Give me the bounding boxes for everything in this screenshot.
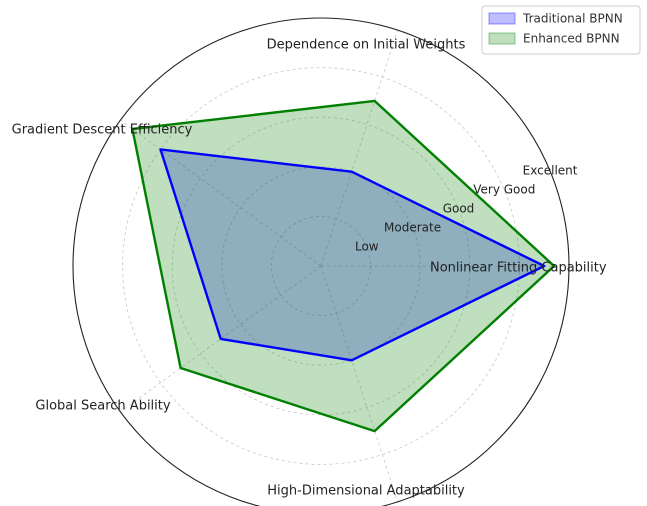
axis-label-2: Gradient Descent Efficiency <box>12 123 193 138</box>
radar-frame <box>72 17 570 506</box>
axis-label-1: Dependence on Initial Weights <box>267 38 466 53</box>
tick-label-0: Low <box>355 240 379 254</box>
grid-spoke-1 <box>320 30 399 267</box>
axis-label-0: Nonlinear Fitting Capability <box>430 261 607 276</box>
tick-label-2: Good <box>443 202 475 216</box>
tick-label-1: Moderate <box>384 221 441 235</box>
series-fill-0 <box>160 149 545 361</box>
radar-grid <box>72 17 570 506</box>
axis-label-3: Global Search Ability <box>35 399 170 414</box>
series-fill-1 <box>132 100 555 432</box>
series-line-0 <box>159 148 546 362</box>
grid-spoke-3 <box>120 265 322 413</box>
grid-circle-3 <box>171 116 471 416</box>
legend-box <box>481 5 641 55</box>
grid-spoke-2 <box>120 119 322 267</box>
tick-label-3: Very Good <box>473 183 535 197</box>
axis-label-4: High-Dimensional Adaptability <box>267 484 465 499</box>
grid-spoke-4 <box>320 265 399 502</box>
legend-label-0: Traditional BPNN <box>522 12 623 26</box>
legend-label-1: Enhanced BPNN <box>523 32 620 46</box>
series-line-1 <box>131 99 556 433</box>
tick-label-4: Excellent <box>523 164 578 178</box>
grid-circle-2 <box>221 166 421 366</box>
radar-axis-labels: Nonlinear Fitting Capability Dependence o… <box>12 38 607 499</box>
legend-swatch-1 <box>488 32 516 45</box>
legend-swatch-0 <box>488 12 516 25</box>
chart-legend: Traditional BPNN Enhanced BPNN <box>481 5 641 55</box>
radar-series <box>131 99 556 433</box>
